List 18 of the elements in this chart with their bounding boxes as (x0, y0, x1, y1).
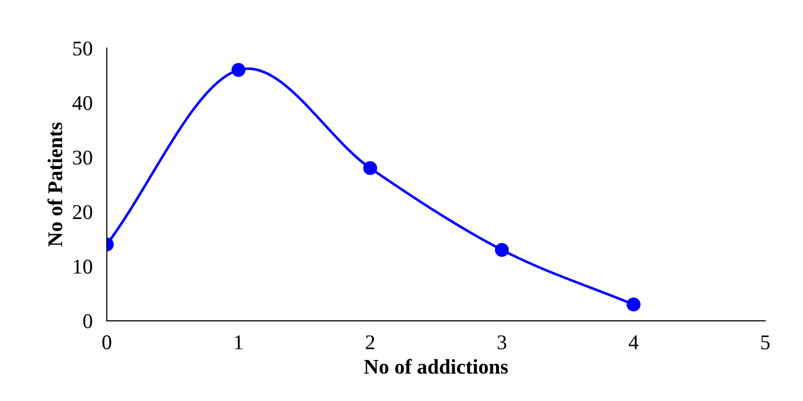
x-tick-label: 3 (498, 335, 506, 350)
y-tick-label: 40 (72, 96, 92, 110)
y-tick-label: 30 (73, 150, 92, 165)
x-axis-title: No of addictions (364, 358, 508, 374)
y-tick-label: 20 (72, 205, 92, 220)
y-tick-label: 0 (83, 314, 92, 328)
point (363, 161, 378, 176)
point (494, 242, 509, 257)
y-tick-label: 50 (73, 41, 92, 56)
point (232, 62, 246, 77)
x-tick-label: 1 (235, 335, 242, 350)
x-tick-label: 0 (102, 335, 112, 350)
x-tick-label: 5 (761, 336, 770, 350)
y-tick-label: 10 (74, 260, 92, 274)
x-tick-label: 2 (366, 335, 374, 350)
y-axis-title: No of Patients (47, 122, 62, 247)
x-tick-label: 4 (628, 335, 638, 350)
point (626, 297, 641, 312)
